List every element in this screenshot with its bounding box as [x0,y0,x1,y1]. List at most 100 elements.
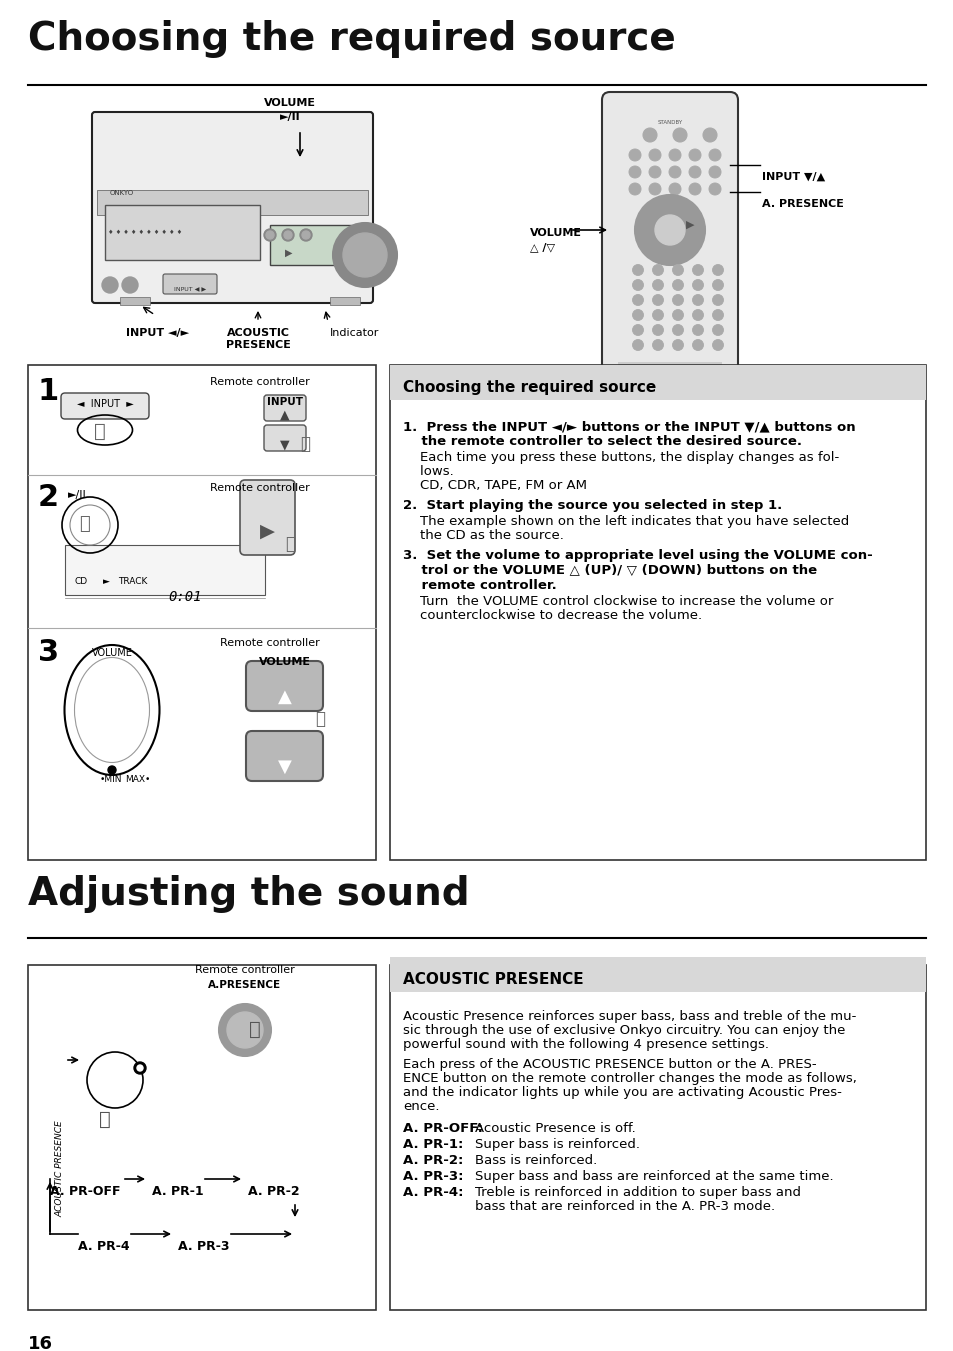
Text: ▶: ▶ [285,249,293,258]
Bar [28,965,375,1310]
Circle shape [122,277,138,293]
Bar [618,362,721,370]
FancyBboxPatch shape [601,92,738,378]
Circle shape [264,230,275,240]
Text: ENCE button on the remote controller changes the mode as follows,: ENCE button on the remote controller cha… [402,1071,856,1085]
Text: ►/II: ►/II [279,112,300,122]
Circle shape [632,309,643,320]
Text: A.PRESENCE: A.PRESENCE [208,979,281,990]
Text: 2.  Start playing the source you selected in step 1.: 2. Start playing the source you selected… [402,499,781,512]
Circle shape [672,309,682,320]
Text: ✋: ✋ [94,422,106,440]
Text: ✋: ✋ [285,535,294,553]
Circle shape [672,339,682,350]
Text: ACOUSTIC PRESENCE: ACOUSTIC PRESENCE [55,1120,64,1217]
Text: counterclockwise to decrease the volume.: counterclockwise to decrease the volume. [402,609,701,621]
Text: ▼: ▼ [277,758,292,775]
Circle shape [137,1065,143,1071]
Text: 0:01: 0:01 [168,590,201,604]
Text: INPUT ◀ ▶: INPUT ◀ ▶ [173,286,206,290]
Circle shape [692,339,702,350]
Text: Remote controller: Remote controller [210,377,310,386]
Text: A. PR-2:: A. PR-2: [402,1154,463,1167]
Text: A. PR-1: A. PR-1 [152,1185,203,1198]
Text: INPUT ▼/▲: INPUT ▼/▲ [761,172,824,182]
Circle shape [282,230,294,240]
Circle shape [702,128,717,142]
Text: Each press of the ACOUSTIC PRESENCE button or the A. PRES-: Each press of the ACOUSTIC PRESENCE butt… [402,1058,816,1071]
Circle shape [652,324,662,335]
Circle shape [672,280,682,290]
Circle shape [712,280,722,290]
Circle shape [635,195,704,265]
Text: Treble is reinforced in addition to super bass and: Treble is reinforced in addition to supe… [475,1186,801,1198]
Text: ACOUSTIC: ACOUSTIC [226,328,289,338]
Text: ✋: ✋ [249,1020,260,1039]
Text: the remote controller to select the desired source.: the remote controller to select the desi… [402,435,801,449]
Text: the CD as the source.: the CD as the source. [402,530,563,542]
Circle shape [688,149,700,161]
Bar [65,544,265,594]
Text: STANDBY: STANDBY [657,120,681,126]
Circle shape [692,295,702,305]
FancyBboxPatch shape [163,274,216,295]
Text: Choosing the required source: Choosing the required source [402,380,656,394]
Circle shape [299,230,312,240]
Text: sic through the use of exclusive Onkyo circuitry. You can enjoy the: sic through the use of exclusive Onkyo c… [402,1024,844,1038]
Text: Choosing the required source: Choosing the required source [28,20,675,58]
Circle shape [712,309,722,320]
Text: Remote controller: Remote controller [210,484,310,493]
Bar [270,226,355,265]
Circle shape [632,339,643,350]
Circle shape [628,166,640,178]
Text: Turn  the VOLUME control clockwise to increase the volume or: Turn the VOLUME control clockwise to inc… [402,594,833,608]
Circle shape [668,182,680,195]
Circle shape [102,277,118,293]
Bar [390,957,925,992]
Text: trol or the VOLUME △ (UP)/ ▽ (DOWN) buttons on the: trol or the VOLUME △ (UP)/ ▽ (DOWN) butt… [402,563,817,577]
Text: Each time you press these buttons, the display changes as fol-: Each time you press these buttons, the d… [402,451,839,463]
Text: PRESENCE: PRESENCE [225,340,290,350]
Text: ►/II: ►/II [68,490,87,500]
Text: ONKYO: ONKYO [110,190,134,196]
Circle shape [632,265,643,276]
Text: ACOUSTIC PRESENCE: ACOUSTIC PRESENCE [402,971,583,988]
Text: Remote controller: Remote controller [220,638,319,648]
Circle shape [343,232,387,277]
Circle shape [668,149,680,161]
Circle shape [688,166,700,178]
Circle shape [692,280,702,290]
FancyBboxPatch shape [240,480,294,555]
FancyBboxPatch shape [246,731,323,781]
Bar [105,205,260,259]
Text: 1.  Press the INPUT ◄/► buttons or the INPUT ▼/▲ buttons on: 1. Press the INPUT ◄/► buttons or the IN… [402,420,855,434]
Circle shape [688,182,700,195]
Text: A. PR-OFF: A. PR-OFF [50,1185,120,1198]
Text: VOLUME: VOLUME [264,99,315,108]
Bar [390,965,925,1310]
Text: ✋: ✋ [314,711,325,728]
Circle shape [712,295,722,305]
Text: MAX•: MAX• [125,775,151,784]
Bar [390,365,925,861]
Circle shape [628,182,640,195]
Circle shape [668,166,680,178]
Text: remote controller.: remote controller. [402,580,557,592]
Text: Super bass and bass are reinforced at the same time.: Super bass and bass are reinforced at th… [475,1170,833,1183]
Circle shape [632,324,643,335]
Text: ✋: ✋ [99,1111,111,1129]
Circle shape [672,324,682,335]
Circle shape [712,265,722,276]
Circle shape [642,128,657,142]
Text: VOLUME: VOLUME [530,228,581,238]
Text: ♦ ♦ ♦ ♦ ♦ ♦ ♦ ♦ ♦ ♦: ♦ ♦ ♦ ♦ ♦ ♦ ♦ ♦ ♦ ♦ [108,230,182,235]
Circle shape [302,231,310,239]
Text: Indicator: Indicator [330,328,379,338]
Text: VOLUME: VOLUME [91,648,132,658]
Text: Acoustic Presence is off.: Acoustic Presence is off. [475,1121,635,1135]
Text: 3: 3 [38,638,59,667]
Text: lows.: lows. [402,465,454,478]
Text: A. PR-3:: A. PR-3: [402,1170,463,1183]
Bar [28,365,375,861]
Text: ►: ► [103,577,110,586]
